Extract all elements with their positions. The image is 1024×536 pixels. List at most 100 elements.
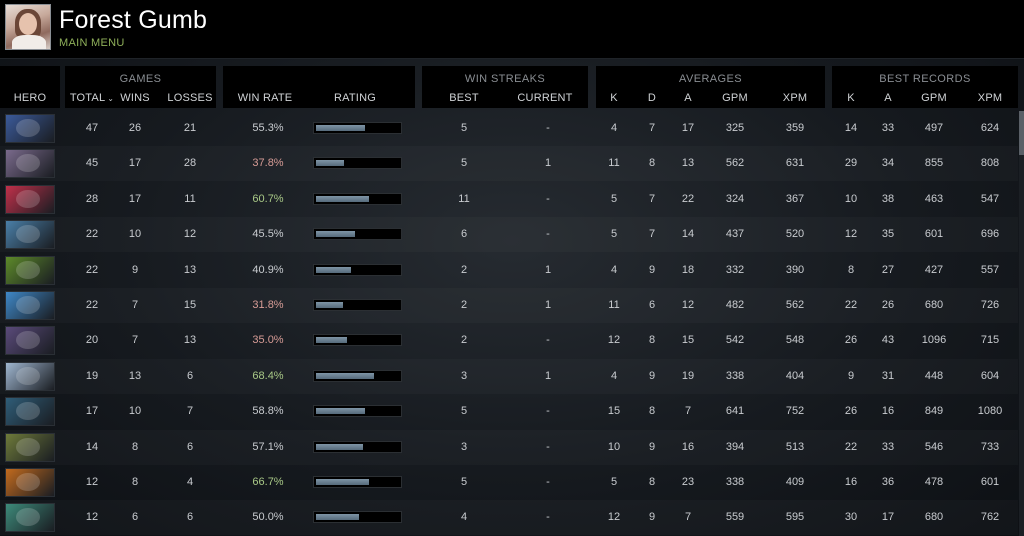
cell-losses: 7	[186, 405, 194, 418]
col-streak-best[interactable]: BEST	[449, 92, 479, 104]
cell-gpm: 542	[725, 334, 745, 347]
cell-a: 13	[681, 157, 695, 170]
avatar[interactable]	[5, 4, 51, 50]
cell-ba: 33	[881, 440, 895, 453]
table-row[interactable]: 12 8 4 66.7% 5 - 5 8 23 338 409 16 36 478 601	[0, 465, 1018, 500]
cell-bk: 26	[844, 405, 858, 418]
col-avg-a[interactable]: A	[684, 92, 692, 104]
cell-losses: 13	[183, 334, 197, 347]
hero-icon[interactable]	[5, 326, 55, 356]
cell-best: 2	[460, 334, 468, 347]
cell-k: 5	[610, 476, 618, 488]
cell-d: 9	[648, 511, 656, 524]
cell-losses: 11	[184, 192, 196, 205]
cell-k: 5	[610, 228, 618, 241]
cell-ba: 17	[881, 511, 895, 524]
col-rating[interactable]: RATING	[334, 92, 376, 104]
cell-ba: 26	[881, 299, 895, 311]
cell-xpm: 548	[785, 334, 805, 347]
cell-ba: 43	[881, 334, 895, 347]
cell-k: 15	[607, 405, 621, 418]
col-total-label: TOTAL	[69, 92, 106, 104]
cell-bxpm: 1080	[977, 405, 1003, 418]
cell-bk: 8	[847, 263, 855, 276]
cell-total: 45	[85, 157, 99, 170]
cell-losses: 15	[183, 299, 197, 311]
chevron-down-icon: ⌄	[107, 94, 115, 103]
cell-gpm: 332	[725, 263, 745, 276]
cell-bxpm: 557	[980, 263, 1000, 276]
col-avg-d[interactable]: D	[647, 92, 657, 104]
rating-bar	[313, 122, 402, 134]
cell-ba: 35	[881, 228, 895, 241]
hero-icon[interactable]	[5, 220, 55, 250]
table-row[interactable]: 14 8 6 57.1% 3 - 10 9 16 394 513 22 33 546 733	[0, 430, 1018, 465]
table-row[interactable]: 45 17 28 37.8% 5 1 11 8 13 562 631 29 34 855 808	[0, 146, 1018, 181]
win-streaks-group-title: WIN STREAKS	[464, 73, 546, 85]
cell-total: 19	[85, 369, 99, 382]
cell-a: 16	[681, 440, 695, 453]
scrollbar[interactable]	[1019, 111, 1024, 536]
main-menu-link[interactable]: MAIN MENU	[59, 37, 125, 49]
col-win-rate[interactable]: WIN RATE	[237, 92, 293, 104]
player-name: Forest Gumb	[59, 6, 208, 34]
cell-bk: 10	[844, 192, 858, 205]
table-row[interactable]: 19 13 6 68.4% 3 1 4 9 19 338 404 9 31 448 604	[0, 359, 1018, 394]
rating-bar-fill	[316, 302, 343, 308]
cell-losses: 28	[183, 157, 197, 170]
col-streak-current[interactable]: CURRENT	[517, 92, 573, 104]
col-best-a[interactable]: A	[884, 92, 892, 104]
col-wins[interactable]: WINS	[120, 92, 150, 104]
cell-best: 5	[460, 122, 468, 134]
cell-gpm: 324	[725, 192, 745, 205]
cell-best: 3	[460, 440, 468, 453]
col-avg-xpm[interactable]: XPM	[782, 92, 808, 104]
col-losses[interactable]: LOSSES	[167, 92, 213, 104]
table-row[interactable]: 22 7 15 31.8% 2 1 11 6 12 482 562 22 26 680 726	[0, 288, 1018, 323]
hero-icon[interactable]	[5, 503, 55, 533]
col-best-xpm[interactable]: XPM	[977, 92, 1003, 104]
cell-losses: 12	[183, 228, 197, 241]
cell-gpm: 325	[725, 122, 745, 134]
table-row[interactable]: 12 6 6 50.0% 4 - 12 9 7 559 595 30 17 680 762	[0, 500, 1018, 535]
table-row[interactable]: 22 9 13 40.9% 2 1 4 9 18 332 390 8 27 427 557	[0, 253, 1018, 288]
rating-bar	[313, 228, 402, 241]
col-best-k[interactable]: K	[847, 92, 855, 104]
cell-a: 14	[681, 228, 695, 241]
cell-total: 47	[85, 122, 99, 134]
col-avg-k[interactable]: K	[610, 92, 618, 104]
cell-bgpm: 601	[924, 228, 944, 241]
col-avg-gpm[interactable]: GPM	[722, 92, 748, 104]
col-total[interactable]: TOTAL ⌄	[70, 92, 114, 104]
table-row[interactable]: 17 10 7 58.8% 5 - 15 8 7 641 752 26 16 849 1080	[0, 394, 1018, 429]
hero-icon[interactable]	[5, 432, 55, 462]
cell-ba: 38	[881, 192, 895, 205]
hero-icon[interactable]	[5, 468, 55, 497]
hero-icon[interactable]	[5, 184, 55, 214]
hero-icon[interactable]	[5, 361, 55, 391]
cell-bgpm: 680	[924, 299, 944, 311]
scroll-thumb[interactable]	[1019, 111, 1024, 155]
cell-xpm: 520	[785, 228, 805, 241]
cell-wins: 10	[128, 228, 142, 241]
table-row[interactable]: 20 7 13 35.0% 2 - 12 8 15 542 548 26 43 1096 715	[0, 323, 1018, 358]
cell-wins: 26	[128, 122, 142, 134]
table-row[interactable]: 47 26 21 55.3% 5-4 7 17 325 359 14 33 497 624	[0, 111, 1018, 146]
rating-bar	[313, 192, 402, 205]
win-streaks-group-header: WIN STREAKS	[422, 66, 588, 108]
hero-icon[interactable]	[5, 397, 55, 427]
cell-bk: 22	[844, 299, 858, 311]
table-row[interactable]: 22 10 12 45.5% 6 - 5 7 14 437 520 12 35 601 696	[0, 217, 1018, 252]
col-best-gpm[interactable]: GPM	[921, 92, 947, 104]
cell-xpm: 513	[785, 440, 805, 453]
cell-win-rate: 66.7%	[252, 476, 284, 488]
hero-icon[interactable]	[5, 149, 55, 179]
cell-best: 5	[460, 476, 468, 488]
table-row[interactable]: 28 17 11 60.7% 11 - 5 7 22 324 367 10 38 463 547	[0, 182, 1018, 217]
col-hero[interactable]: HERO	[13, 92, 47, 104]
cell-d: 8	[648, 157, 656, 170]
cell-d: 8	[648, 405, 656, 418]
hero-icon[interactable]	[5, 255, 55, 285]
hero-icon[interactable]	[5, 114, 55, 143]
hero-icon[interactable]	[5, 291, 55, 320]
